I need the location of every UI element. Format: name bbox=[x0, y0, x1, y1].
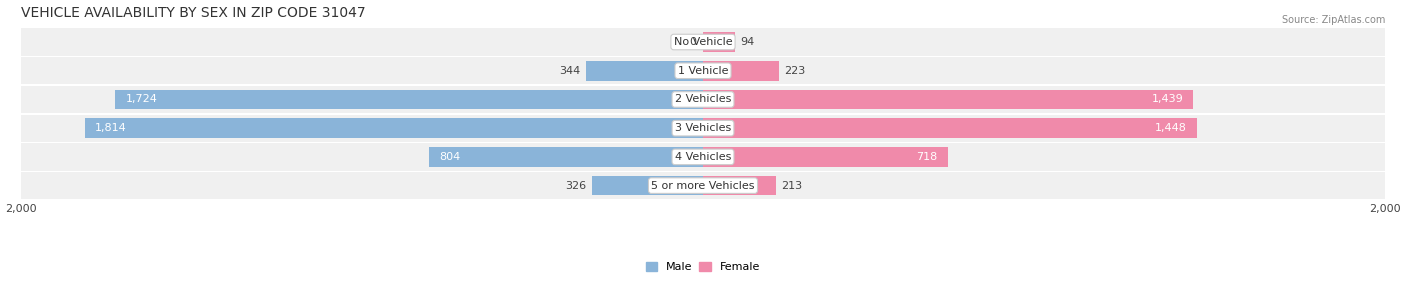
Text: 3 Vehicles: 3 Vehicles bbox=[675, 123, 731, 133]
Bar bbox=[21, 57, 1385, 84]
Text: Source: ZipAtlas.com: Source: ZipAtlas.com bbox=[1281, 15, 1385, 25]
Text: 4 Vehicles: 4 Vehicles bbox=[675, 152, 731, 162]
Legend: Male, Female: Male, Female bbox=[647, 262, 759, 272]
Text: 1,814: 1,814 bbox=[96, 123, 127, 133]
Bar bbox=[21, 114, 1385, 142]
Text: VEHICLE AVAILABILITY BY SEX IN ZIP CODE 31047: VEHICLE AVAILABILITY BY SEX IN ZIP CODE … bbox=[21, 6, 366, 20]
Bar bbox=[21, 172, 1385, 199]
Bar bbox=[703, 90, 1194, 109]
Text: 344: 344 bbox=[560, 66, 581, 76]
Text: 1,439: 1,439 bbox=[1152, 95, 1184, 104]
Text: 94: 94 bbox=[740, 37, 755, 47]
Bar bbox=[21, 28, 1385, 56]
Text: 5 or more Vehicles: 5 or more Vehicles bbox=[651, 181, 755, 191]
Bar bbox=[703, 32, 735, 52]
Text: 1,448: 1,448 bbox=[1154, 123, 1187, 133]
Text: 223: 223 bbox=[785, 66, 806, 76]
Bar bbox=[21, 86, 1385, 113]
Text: 804: 804 bbox=[439, 152, 460, 162]
Text: 0: 0 bbox=[689, 37, 696, 47]
Bar bbox=[21, 143, 1385, 170]
Text: 213: 213 bbox=[780, 181, 801, 191]
Bar bbox=[703, 118, 1197, 138]
Text: 1,724: 1,724 bbox=[125, 95, 157, 104]
Text: 2 Vehicles: 2 Vehicles bbox=[675, 95, 731, 104]
Bar bbox=[703, 61, 779, 80]
Bar bbox=[115, 90, 703, 109]
Bar bbox=[703, 176, 776, 195]
Bar bbox=[592, 176, 703, 195]
Text: 326: 326 bbox=[565, 181, 586, 191]
Bar bbox=[429, 147, 703, 167]
Bar bbox=[586, 61, 703, 80]
Text: 1 Vehicle: 1 Vehicle bbox=[678, 66, 728, 76]
Text: 718: 718 bbox=[917, 152, 938, 162]
Bar bbox=[703, 147, 948, 167]
Text: No Vehicle: No Vehicle bbox=[673, 37, 733, 47]
Bar bbox=[84, 118, 703, 138]
